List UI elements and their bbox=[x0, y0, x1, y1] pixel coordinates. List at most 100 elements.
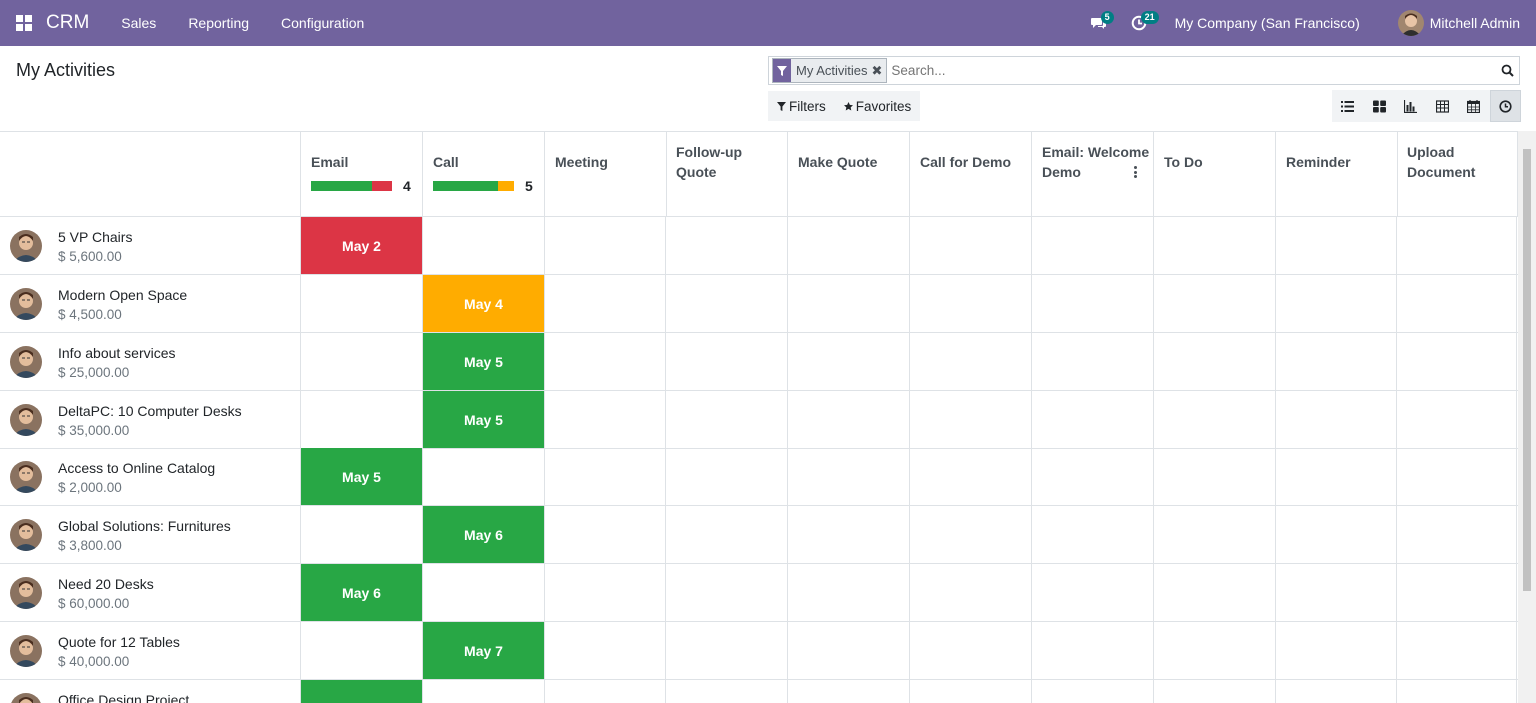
calendar-view-icon[interactable] bbox=[1458, 90, 1490, 122]
vertical-scrollbar[interactable] bbox=[1518, 131, 1536, 703]
record-name[interactable]: Quote for 12 Tables bbox=[58, 634, 180, 650]
column-header[interactable]: Call for Demo bbox=[910, 132, 1032, 217]
record-amount: $ 3,800.00 bbox=[58, 538, 122, 553]
activity-view-icon[interactable] bbox=[1489, 90, 1521, 122]
messaging-menu[interactable]: 5 bbox=[1079, 0, 1119, 46]
menu-configuration[interactable]: Configuration bbox=[281, 15, 365, 31]
record-name[interactable]: 5 VP Chairs bbox=[58, 229, 133, 245]
column-header[interactable]: Follow-up Quote bbox=[666, 132, 788, 217]
row-divider bbox=[0, 621, 1518, 622]
activity-cell-planned[interactable]: May 6 bbox=[301, 564, 422, 621]
record-name[interactable]: Info about services bbox=[58, 345, 176, 361]
column-header[interactable]: Reminder bbox=[1276, 132, 1398, 217]
column-divider bbox=[1031, 217, 1032, 703]
column-title: Meeting bbox=[555, 152, 608, 172]
column-title-line: Upload bbox=[1407, 144, 1455, 160]
scrollbar-thumb[interactable] bbox=[1523, 149, 1531, 591]
record-row[interactable]: Office Design Project bbox=[0, 680, 300, 703]
pivot-view-icon[interactable] bbox=[1427, 90, 1459, 122]
column-divider bbox=[544, 217, 545, 703]
activity-cell-planned[interactable] bbox=[301, 680, 422, 703]
activity-cell-planned[interactable]: May 6 bbox=[423, 506, 544, 563]
column-title: Call for Demo bbox=[920, 152, 1011, 172]
column-title-line: To Do bbox=[1164, 154, 1203, 170]
user-menu[interactable]: Mitchell Admin bbox=[1378, 10, 1536, 36]
column-header[interactable]: Call 5 bbox=[423, 132, 545, 217]
record-amount: $ 5,600.00 bbox=[58, 249, 122, 264]
progress-segment-planned[interactable] bbox=[433, 181, 498, 191]
column-options-icon[interactable] bbox=[1134, 166, 1137, 180]
graph-view-icon[interactable] bbox=[1395, 90, 1427, 122]
activity-menu[interactable]: 21 bbox=[1119, 0, 1159, 46]
activity-cell-planned[interactable]: May 7 bbox=[423, 622, 544, 679]
search-options: Filters Favorites bbox=[768, 91, 921, 121]
record-name[interactable]: DeltaPC: 10 Computer Desks bbox=[58, 403, 242, 419]
column-divider bbox=[1516, 217, 1517, 703]
record-row[interactable]: Access to Online Catalog $ 2,000.00 bbox=[0, 448, 300, 506]
messages-badge: 5 bbox=[1100, 11, 1114, 24]
search-facet[interactable]: My Activities ✖ bbox=[772, 58, 888, 83]
record-name[interactable]: Need 20 Desks bbox=[58, 576, 154, 592]
list-view-icon[interactable] bbox=[1332, 90, 1364, 122]
column-divider bbox=[300, 217, 301, 703]
column-divider bbox=[1275, 217, 1276, 703]
column-title: Call bbox=[433, 152, 459, 172]
filters-label: Filters bbox=[789, 98, 826, 114]
activity-cell-planned[interactable]: May 5 bbox=[423, 333, 544, 390]
menu-reporting[interactable]: Reporting bbox=[188, 15, 250, 31]
menu-sales[interactable]: Sales bbox=[121, 15, 157, 31]
record-name[interactable]: Office Design Project bbox=[58, 692, 190, 703]
column-divider bbox=[1396, 217, 1397, 703]
company-switcher[interactable]: My Company (San Francisco) bbox=[1174, 15, 1360, 31]
activity-cell-planned[interactable]: May 5 bbox=[301, 448, 422, 505]
apps-menu-icon[interactable] bbox=[0, 0, 48, 46]
filter-icon bbox=[773, 59, 791, 82]
column-title-line: Quote bbox=[676, 164, 717, 180]
app-brand[interactable]: CRM bbox=[46, 12, 90, 33]
search-input[interactable] bbox=[887, 58, 1495, 83]
record-row[interactable]: Modern Open Space $ 4,500.00 bbox=[0, 275, 300, 333]
column-header[interactable]: To Do bbox=[1154, 132, 1276, 217]
activity-cell-today[interactable]: May 4 bbox=[423, 275, 544, 332]
column-divider bbox=[665, 217, 666, 703]
record-row[interactable]: Need 20 Desks $ 60,000.00 bbox=[0, 564, 300, 622]
column-header[interactable]: Meeting bbox=[545, 132, 667, 217]
column-title-line: Document bbox=[1407, 164, 1476, 180]
column-title-line: Reminder bbox=[1286, 154, 1351, 170]
column-header[interactable]: Email: Welcome Demo bbox=[1032, 132, 1154, 217]
search-icon[interactable] bbox=[1495, 64, 1519, 77]
page-title: My Activities bbox=[16, 60, 116, 80]
activity-cell-overdue[interactable]: May 2 bbox=[301, 217, 422, 274]
user-name: Mitchell Admin bbox=[1429, 15, 1520, 31]
record-name[interactable]: Global Solutions: Furnitures bbox=[58, 518, 231, 534]
column-header[interactable]: Upload Document bbox=[1397, 132, 1518, 217]
record-row[interactable]: Quote for 12 Tables $ 40,000.00 bbox=[0, 622, 300, 680]
row-divider bbox=[0, 448, 1518, 449]
row-divider bbox=[0, 563, 1518, 564]
salesperson-avatar bbox=[10, 693, 42, 703]
remove-facet-icon[interactable]: ✖ bbox=[871, 62, 883, 78]
record-row[interactable]: 5 VP Chairs $ 5,600.00 bbox=[0, 217, 300, 275]
column-title-line: Follow-up bbox=[676, 144, 743, 160]
column-divider bbox=[787, 217, 788, 703]
record-row[interactable]: Global Solutions: Furnitures $ 3,800.00 bbox=[0, 506, 300, 564]
activity-cell-planned[interactable]: May 5 bbox=[423, 391, 544, 448]
kanban-view-icon[interactable] bbox=[1364, 90, 1396, 122]
record-name[interactable]: Access to Online Catalog bbox=[58, 460, 216, 476]
record-name[interactable]: Modern Open Space bbox=[58, 287, 188, 303]
progress-segment-overdue[interactable] bbox=[371, 181, 392, 191]
progress-segment-planned[interactable] bbox=[311, 181, 372, 191]
salesperson-avatar bbox=[10, 288, 42, 320]
record-row[interactable]: DeltaPC: 10 Computer Desks $ 35,000.00 bbox=[0, 391, 300, 449]
column-header[interactable]: Email 4 bbox=[301, 132, 423, 217]
activity-date: May 5 bbox=[342, 468, 381, 485]
activity-progress-bar[interactable] bbox=[433, 181, 514, 191]
activity-date: May 4 bbox=[464, 295, 503, 312]
column-header[interactable]: Make Quote bbox=[788, 132, 910, 217]
row-divider bbox=[0, 332, 1518, 333]
favorites-button[interactable]: Favorites bbox=[843, 99, 911, 114]
filters-button[interactable]: Filters bbox=[777, 99, 826, 114]
record-row[interactable]: Info about services $ 25,000.00 bbox=[0, 333, 300, 391]
activity-progress-bar[interactable] bbox=[311, 181, 392, 191]
progress-segment-today[interactable] bbox=[497, 181, 514, 191]
